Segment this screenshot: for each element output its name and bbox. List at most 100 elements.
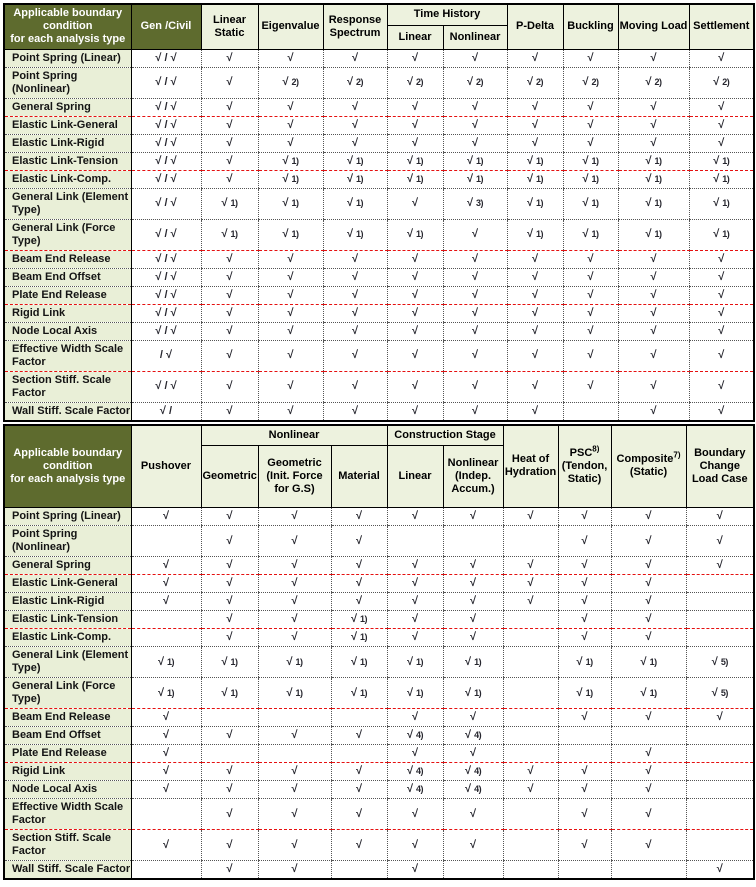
table-row: Plate End Release √ √ √ √ bbox=[4, 744, 755, 763]
column-header: Nonlinear bbox=[442, 24, 508, 50]
row-label: Elastic Link-General bbox=[4, 574, 132, 593]
check-cell: √ 1) bbox=[442, 152, 507, 171]
check-cell: √ bbox=[557, 708, 612, 727]
row-label: General Spring bbox=[4, 98, 132, 117]
check-cell: √ 1) bbox=[330, 628, 388, 647]
check-cell: √ 2) bbox=[617, 67, 689, 99]
check-cell bbox=[685, 628, 755, 647]
check-cell: √ 1) bbox=[130, 646, 201, 678]
check-cell: √ bbox=[322, 134, 387, 153]
check-cell: √ bbox=[257, 250, 323, 269]
check-cell: √ bbox=[257, 780, 331, 799]
check-cell: √ 1) bbox=[506, 170, 563, 189]
check-cell: √ bbox=[610, 708, 687, 727]
check-cell: √ bbox=[322, 116, 387, 135]
row-label: Beam End Release bbox=[4, 708, 132, 727]
row-label: Effective Width Scale Factor bbox=[4, 798, 132, 830]
check-cell: √ bbox=[506, 268, 563, 287]
check-cell: √ bbox=[257, 268, 323, 287]
check-cell: √ bbox=[442, 98, 507, 117]
check-cell: √ / √ bbox=[130, 250, 201, 269]
check-cell bbox=[330, 708, 388, 727]
check-cell: √ bbox=[688, 134, 754, 153]
check-cell: √ bbox=[330, 726, 388, 745]
check-cell: √ bbox=[386, 628, 444, 647]
check-cell: √ bbox=[562, 304, 618, 323]
check-cell: √ 4) bbox=[442, 726, 504, 745]
check-cell: √ bbox=[200, 574, 258, 593]
check-cell: √ bbox=[330, 556, 388, 575]
table-row: Node Local Axis √ √ √ √ √ 4) √ 4) √ √ √ bbox=[4, 780, 755, 799]
row-label: Point Spring (Nonlinear) bbox=[4, 67, 132, 99]
applicability-table-basic-analyses: Applicable boundary condition for each a… bbox=[3, 3, 755, 422]
row-label: Beam End Offset bbox=[4, 268, 132, 287]
check-cell: √ bbox=[200, 250, 258, 269]
check-cell: √ 1) bbox=[257, 170, 323, 189]
check-cell: √ 1) bbox=[562, 170, 618, 189]
table-row: Rigid Link √ √ √ √ √ 4) √ 4) √ √ √ bbox=[4, 762, 755, 781]
check-cell: √ 1) bbox=[562, 152, 618, 171]
column-header: Material bbox=[330, 445, 388, 508]
table-row: Beam End Release √ / √ √ √ √ √ √ √ √ √ √ bbox=[4, 250, 754, 269]
check-cell: √ bbox=[200, 592, 258, 611]
check-cell: √ bbox=[610, 780, 687, 799]
check-cell: √ bbox=[322, 322, 387, 341]
check-cell: √ 1) bbox=[562, 188, 618, 220]
row-label: Node Local Axis bbox=[4, 322, 132, 341]
check-cell: √ bbox=[200, 556, 258, 575]
column-header: Buckling bbox=[562, 3, 619, 50]
check-cell: √ bbox=[200, 780, 258, 799]
check-cell bbox=[502, 708, 559, 727]
check-cell: √ bbox=[386, 304, 443, 323]
check-cell bbox=[502, 798, 559, 830]
check-cell: √ / √ bbox=[130, 219, 201, 251]
check-cell: √ bbox=[257, 507, 331, 526]
check-cell: √ 1) bbox=[617, 188, 689, 220]
applicability-table-nonlinear-stage-analyses: Applicable boundary condition for each a… bbox=[3, 423, 756, 880]
table-row: Elastic Link-Tension √ / √ √ √ 1) √ 1) √ 1) √ … bbox=[4, 152, 754, 171]
check-cell: √ bbox=[506, 49, 563, 68]
check-cell: √ 4) bbox=[442, 780, 504, 799]
check-cell: √ bbox=[562, 134, 618, 153]
check-cell bbox=[557, 860, 612, 880]
check-cell: √ bbox=[257, 49, 323, 68]
check-cell: √ bbox=[502, 556, 559, 575]
check-cell bbox=[685, 592, 755, 611]
check-cell: √ bbox=[322, 340, 387, 372]
check-cell: √ bbox=[386, 507, 444, 526]
check-cell: √ / √ bbox=[130, 67, 201, 99]
table-row: Beam End Offset √ / √ √ √ √ √ √ √ √ √ √ bbox=[4, 268, 754, 287]
check-cell: √ bbox=[130, 744, 201, 763]
check-cell: √ bbox=[610, 574, 687, 593]
check-cell: √ bbox=[442, 371, 507, 403]
check-cell bbox=[685, 574, 755, 593]
row-label: Rigid Link bbox=[4, 762, 132, 781]
check-cell: √ bbox=[506, 304, 563, 323]
check-cell: √ bbox=[386, 574, 444, 593]
column-header: P-Delta bbox=[506, 3, 564, 50]
check-cell: √ bbox=[386, 134, 443, 153]
check-cell: √ bbox=[322, 49, 387, 68]
check-cell: √ 4) bbox=[386, 780, 444, 799]
check-cell: √ bbox=[200, 525, 258, 557]
check-cell: √ bbox=[506, 322, 563, 341]
column-header: Linear Static bbox=[200, 3, 259, 50]
column-group-header: Nonlinear bbox=[200, 424, 388, 446]
column-group-header: Construction Stage bbox=[386, 424, 504, 446]
column-header: Response Spectrum bbox=[322, 3, 388, 50]
row-label: Elastic Link-Comp. bbox=[4, 170, 132, 189]
check-cell: √ / bbox=[130, 402, 201, 421]
check-cell bbox=[685, 798, 755, 830]
check-cell: √ 1) bbox=[257, 646, 331, 678]
check-cell: √ 1) bbox=[330, 610, 388, 629]
check-cell: √ 1) bbox=[386, 170, 443, 189]
check-cell: √ bbox=[200, 286, 258, 305]
row-label: Plate End Release bbox=[4, 286, 132, 305]
check-cell: √ 1) bbox=[200, 677, 258, 709]
check-cell: √ 1) bbox=[688, 219, 754, 251]
check-cell: √ bbox=[562, 340, 618, 372]
check-cell: √ 1) bbox=[257, 677, 331, 709]
check-cell: √ bbox=[557, 628, 612, 647]
table-row: Effective Width Scale Factor √ √ √ √ √ √ √ bbox=[4, 798, 755, 830]
check-cell: √ bbox=[200, 371, 258, 403]
